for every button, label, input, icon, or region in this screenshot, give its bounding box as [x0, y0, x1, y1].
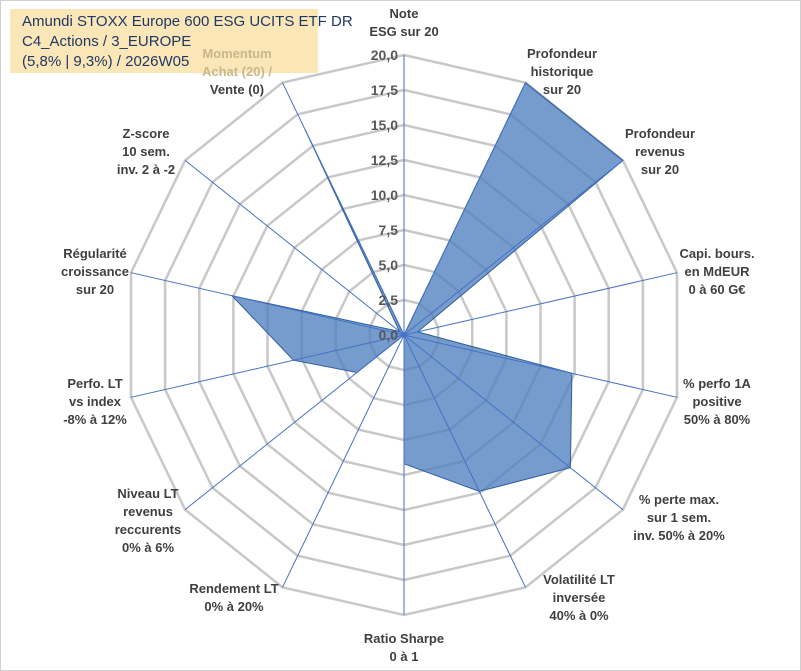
axis-label: 0% à 6% — [122, 540, 174, 555]
axis-label: Ratio Sharpe — [364, 631, 444, 646]
spoke-7 — [403, 334, 526, 588]
spoke-9 — [282, 334, 405, 588]
spoke-5 — [403, 334, 678, 398]
axis-label: Rendement LT — [189, 581, 278, 596]
axis-label: revenus — [123, 504, 173, 519]
axis-label: historique — [531, 64, 594, 79]
axis-label: Momentum — [202, 46, 271, 61]
axis-label: Capi. bours. — [679, 246, 754, 261]
axis-label: 0 à 60 G€ — [688, 282, 745, 297]
chart-title-line-2: C4_Actions / 3_EUROPE — [22, 33, 192, 50]
chart-title-box: Amundi STOXX Europe 600 ESG UCITS ETF DR… — [10, 9, 353, 73]
axis-label: revenus — [635, 144, 685, 159]
spoke-10 — [184, 334, 405, 510]
axis-label: % perte max. — [639, 492, 719, 507]
axis-label: Régularité — [63, 246, 127, 261]
axis-label: Profondeur — [625, 126, 695, 141]
axis-label: 40% à 0% — [549, 608, 609, 623]
tick-label: 7,5 — [379, 222, 399, 238]
spoke-6 — [403, 334, 624, 510]
axis-label: inversée — [553, 590, 606, 605]
axis-label: sur 20 — [543, 82, 581, 97]
axis-label: reccurents — [115, 522, 181, 537]
axis-label: 0% à 20% — [204, 599, 264, 614]
axis-label: Achat (20) / — [202, 64, 272, 79]
axis-label: croissance — [61, 264, 129, 279]
tick-label: 20,0 — [371, 47, 398, 63]
spoke-3 — [403, 160, 624, 336]
tick-label: 15,0 — [371, 117, 398, 133]
axis-label: positive — [692, 394, 741, 409]
axis-label: sur 1 sem. — [647, 510, 711, 525]
tick-label: 10,0 — [371, 187, 398, 203]
axis-label: Profondeur — [527, 46, 597, 61]
axis-label: inv. 2 à -2 — [117, 162, 175, 177]
axis-label: Vente (0) — [210, 82, 264, 97]
axis-label: vs index — [69, 394, 122, 409]
spoke-4 — [403, 272, 678, 336]
axis-label: Volatilité LT — [543, 572, 615, 587]
axis-label: sur 20 — [76, 282, 114, 297]
axis-label: Perfo. LT — [67, 376, 122, 391]
axis-label: inv. 50% à 20% — [633, 528, 725, 543]
spoke-2 — [403, 82, 526, 336]
axis-label: 50% à 80% — [684, 412, 751, 427]
axis-label: % perfo 1A — [683, 376, 752, 391]
chart-title-line-1: Amundi STOXX Europe 600 ESG UCITS ETF DR — [22, 13, 353, 30]
tick-label: 12,5 — [371, 152, 398, 168]
axis-label: -8% à 12% — [63, 412, 127, 427]
axis-label: ESG sur 20 — [369, 24, 438, 39]
axis-label: Note — [390, 6, 419, 21]
tick-label: 5,0 — [379, 257, 399, 273]
chart-title-line-3: (5,8% | 9,3%) / 2026W05 — [22, 53, 190, 70]
tick-label: 0,0 — [379, 327, 399, 343]
tick-label: 2,5 — [379, 292, 399, 308]
axis-label: 10 sem. — [122, 144, 170, 159]
axis-label: en MdEUR — [685, 264, 751, 279]
tick-label: 17,5 — [371, 82, 398, 98]
spoke-13 — [184, 160, 405, 336]
spoke-12 — [130, 272, 405, 336]
axis-label: sur 20 — [641, 162, 679, 177]
axis-label: Z-score — [123, 126, 170, 141]
axis-label: Niveau LT — [117, 486, 178, 501]
spoke-14 — [282, 82, 405, 336]
spoke-11 — [130, 334, 405, 398]
axis-label: 0 à 1 — [390, 649, 419, 664]
